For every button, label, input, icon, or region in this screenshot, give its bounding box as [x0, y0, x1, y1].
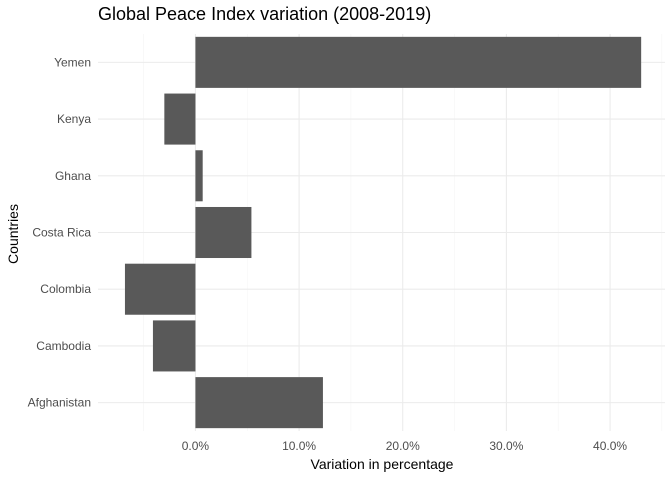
x-tick-label: 0.0% [182, 439, 210, 453]
x-tick-label: 30.0% [489, 439, 523, 453]
bar-cambodia [152, 320, 196, 372]
bar-colombia [124, 263, 196, 315]
bars [124, 36, 642, 429]
bar-costa-rica [195, 206, 252, 259]
y-tick-label: Afghanistan [28, 396, 91, 410]
y-tick-label: Costa Rica [32, 226, 91, 240]
y-tick-label: Ghana [55, 169, 91, 183]
bar-afghanistan [195, 377, 323, 429]
bar-yemen [195, 36, 642, 88]
y-tick-label: Yemen [54, 55, 91, 69]
bar-ghana [195, 150, 203, 202]
bar-kenya [164, 93, 196, 145]
y-tick-label: Kenya [57, 112, 91, 126]
y-axis-title: Countries [5, 204, 21, 264]
y-axis-ticks: Afghanistan Cambodia Colombia Costa Rica Gha… [28, 55, 92, 409]
chart-title: Global Peace Index variation (2008-2019) [98, 4, 431, 24]
x-axis-title: Variation in percentage [311, 456, 454, 472]
x-tick-label: 40.0% [593, 439, 627, 453]
x-tick-label: 20.0% [386, 439, 420, 453]
y-tick-label: Cambodia [36, 339, 91, 353]
x-tick-label: 10.0% [282, 439, 316, 453]
x-axis-ticks: 0.0% 10.0% 20.0% 30.0% 40.0% [182, 439, 628, 453]
y-tick-label: Colombia [40, 282, 91, 296]
